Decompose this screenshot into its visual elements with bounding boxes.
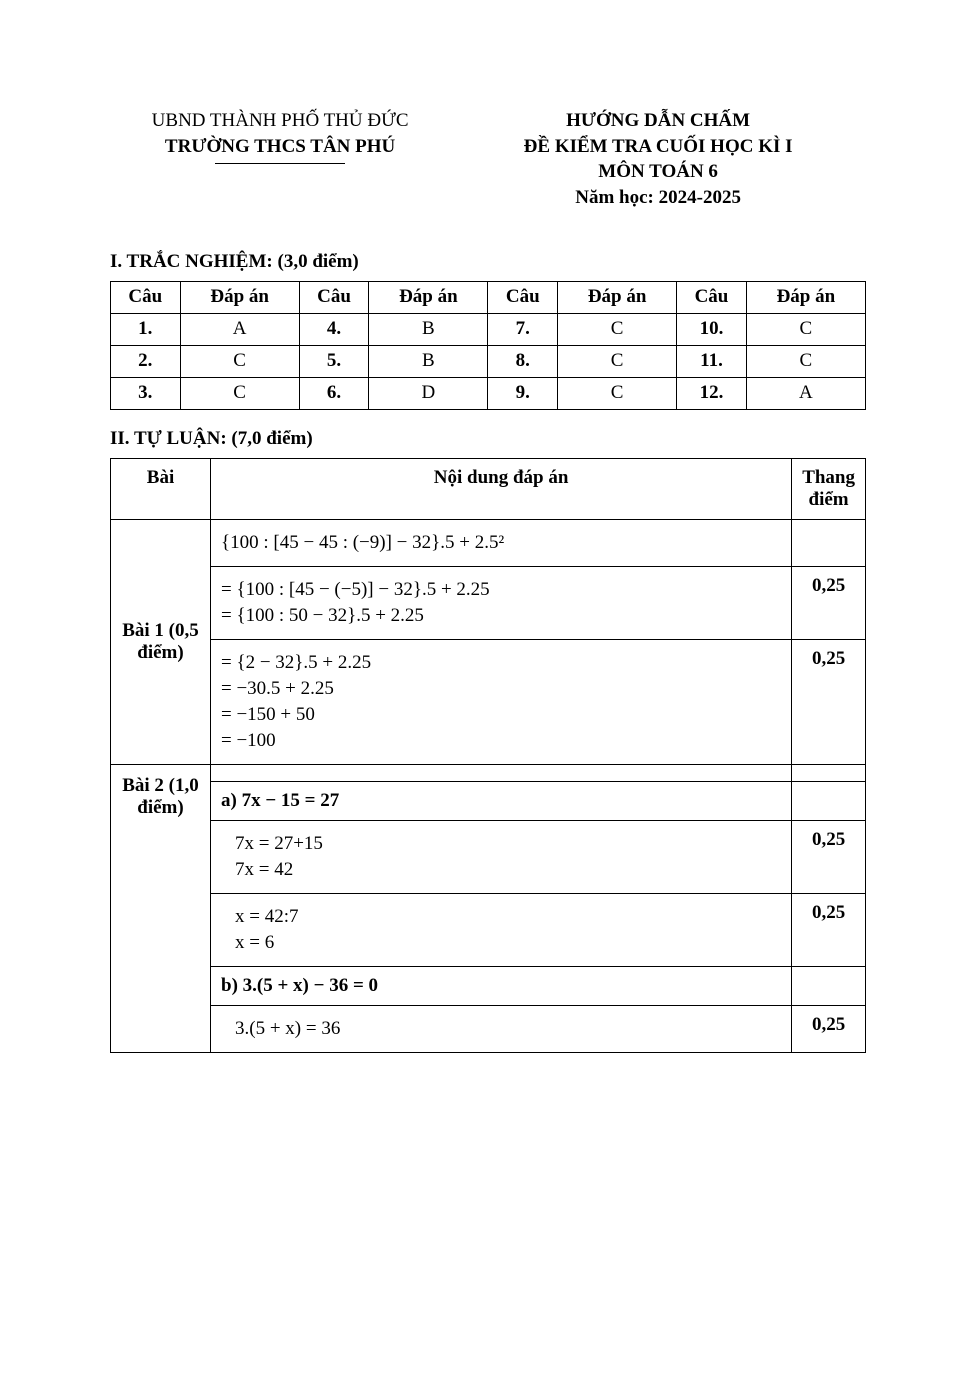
math-text: = −30.5 + 2.25 [221,678,781,700]
table-row: 7x = 27+15 7x = 42 0,25 [111,820,866,893]
bai1-label: Bài 1 (0,5 điểm) [111,519,211,764]
col-dapan: Đáp án [180,281,299,313]
title-line-2: ĐỀ KIỂM TRA CUỐI HỌC KÌ I [450,134,866,160]
header-right: HƯỚNG DẪN CHẤM ĐỀ KIỂM TRA CUỐI HỌC KÌ I… [450,108,866,211]
math-text: x = 42:7 [221,906,781,928]
score-cell [792,966,866,1005]
cell-ans: C [558,345,677,377]
table-row: = {2 − 32}.5 + 2.25 = −30.5 + 2.25 = −15… [111,639,866,764]
title-line-4: Năm học: 2024-2025 [450,185,866,211]
cell-ans: A [746,377,865,409]
col-dapan: Đáp án [369,281,488,313]
col-cau: Câu [299,281,369,313]
math-text: 7x = 42 [221,859,781,881]
cell-cau: 12. [677,377,747,409]
head-content: Nội dung đáp án [211,458,792,519]
table-row: 2. C 5. B 8. C 11. C [111,345,866,377]
bai1-step3: = {2 − 32}.5 + 2.25 = −30.5 + 2.25 = −15… [211,639,792,764]
col-cau: Câu [488,281,558,313]
table-row: x = 42:7 x = 6 0,25 [111,893,866,966]
head-score: Thang điểm [792,458,866,519]
bai1-step2: = {100 : [45 − (−5)] − 32}.5 + 2.25 = {1… [211,566,792,639]
cell-cau: 1. [111,313,181,345]
section-1-title: I. TRẮC NGHIỆM: (3,0 điểm) [110,251,866,273]
cell-ans: C [746,345,865,377]
col-cau: Câu [677,281,747,313]
col-dapan: Đáp án [558,281,677,313]
cell-ans: C [180,377,299,409]
page: UBND THÀNH PHỐ THỦ ĐỨC TRƯỜNG THCS TÂN P… [0,0,976,1133]
cell-cau: 8. [488,345,558,377]
bai2-b-step1: 3.(5 + x) = 36 [211,1005,792,1052]
math-text: 7x = 27+15 [221,833,781,855]
math-text: a) 7x − 15 = 27 [221,790,339,811]
score-cell: 0,25 [792,566,866,639]
cell-ans: C [558,313,677,345]
col-cau: Câu [111,281,181,313]
bai2-b-head: b) 3.(5 + x) − 36 = 0 [211,966,792,1005]
score-cell: 0,25 [792,639,866,764]
cell-ans: C [746,313,865,345]
math-text: 3.(5 + x) = 36 [221,1018,781,1040]
cell-cau: 5. [299,345,369,377]
cell-cau: 7. [488,313,558,345]
table-row: b) 3.(5 + x) − 36 = 0 [111,966,866,1005]
cell-ans: A [180,313,299,345]
org-line-2: TRƯỜNG THCS TÂN PHÚ [110,134,450,160]
math-text: = {100 : 50 − 32}.5 + 2.25 [221,605,781,627]
bai2-a-step1: 7x = 27+15 7x = 42 [211,820,792,893]
cell-ans: D [369,377,488,409]
bai1-expr: {100 : [45 − 45 : (−9)] − 32}.5 + 2.5² [211,519,792,566]
col-dapan: Đáp án [746,281,865,313]
header-left: UBND THÀNH PHỐ THỦ ĐỨC TRƯỜNG THCS TÂN P… [110,108,450,211]
score-cell [792,764,866,781]
score-cell: 0,25 [792,820,866,893]
cell-cau: 2. [111,345,181,377]
cell-cau: 3. [111,377,181,409]
table-row: 3. C 6. D 9. C 12. A [111,377,866,409]
score-cell: 0,25 [792,893,866,966]
cell-cau: 11. [677,345,747,377]
table-row: a) 7x − 15 = 27 [111,781,866,820]
cell-ans: B [369,345,488,377]
cell-cau: 9. [488,377,558,409]
cell-cau: 6. [299,377,369,409]
org-line-1: UBND THÀNH PHỐ THỦ ĐỨC [110,108,450,134]
cell-ans: C [558,377,677,409]
table-row: 3.(5 + x) = 36 0,25 [111,1005,866,1052]
divider-line [215,163,345,164]
table-row: Bài 1 (0,5 điểm) {100 : [45 − 45 : (−9)]… [111,519,866,566]
math-text: x = 6 [221,932,781,954]
table-row: 1. A 4. B 7. C 10. C [111,313,866,345]
table-row: = {100 : [45 − (−5)] − 32}.5 + 2.25 = {1… [111,566,866,639]
math-text: {100 : [45 − 45 : (−9)] − 32}.5 + 2.5² [221,532,781,554]
math-text: = {100 : [45 − (−5)] − 32}.5 + 2.25 [221,579,781,601]
math-text: = {2 − 32}.5 + 2.25 [221,652,781,674]
cell-cau: 4. [299,313,369,345]
title-line-3: MÔN TOÁN 6 [450,159,866,185]
score-cell [792,519,866,566]
essay-header-row: Bài Nội dung đáp án Thang điểm [111,458,866,519]
cell-ans: C [180,345,299,377]
score-cell [792,781,866,820]
cell-cau: 10. [677,313,747,345]
math-text: = −100 [221,730,781,752]
head-bai: Bài [111,458,211,519]
bai2-a-step2: x = 42:7 x = 6 [211,893,792,966]
math-text: b) 3.(5 + x) − 36 = 0 [221,975,378,996]
score-cell: 0,25 [792,1005,866,1052]
bai2-empty [211,764,792,781]
document-header: UBND THÀNH PHỐ THỦ ĐỨC TRƯỜNG THCS TÂN P… [110,108,866,211]
math-text: = −150 + 50 [221,704,781,726]
section-2-title: II. TỰ LUẬN: (7,0 điểm) [110,428,866,450]
table-header-row: Câu Đáp án Câu Đáp án Câu Đáp án Câu Đáp… [111,281,866,313]
answer-key-table: Câu Đáp án Câu Đáp án Câu Đáp án Câu Đáp… [110,281,866,410]
title-line-1: HƯỚNG DẪN CHẤM [450,108,866,134]
bai2-label: Bài 2 (1,0 điểm) [111,764,211,1052]
table-row: Bài 2 (1,0 điểm) [111,764,866,781]
bai2-a-head: a) 7x − 15 = 27 [211,781,792,820]
essay-table: Bài Nội dung đáp án Thang điểm Bài 1 (0,… [110,458,866,1053]
cell-ans: B [369,313,488,345]
